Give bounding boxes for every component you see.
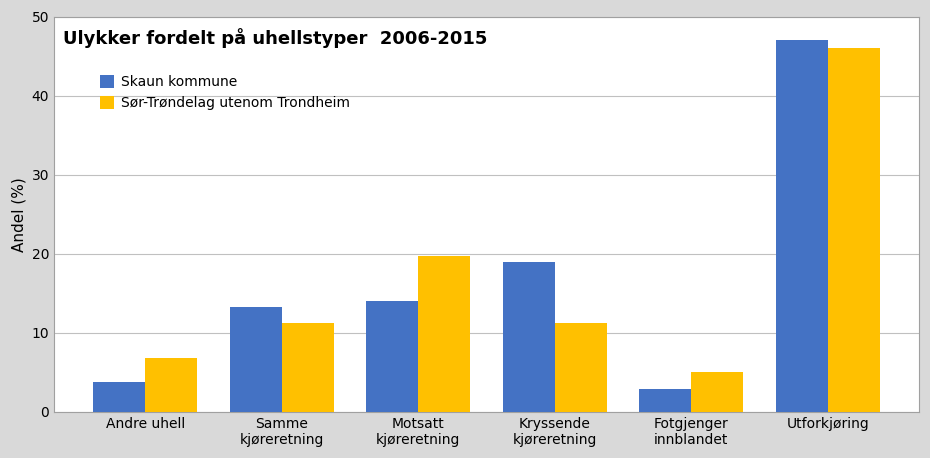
Bar (282, 323, 334, 412)
Legend: Skaun kommune, Sør-Trøndelag utenom Trondheim: Skaun kommune, Sør-Trøndelag utenom Tron… (96, 71, 353, 114)
Y-axis label: Andel (%): Andel (%) (11, 177, 26, 251)
Bar (230, 307, 282, 412)
Bar (503, 262, 555, 412)
Bar (691, 372, 743, 412)
Bar (145, 358, 197, 412)
Bar (93, 382, 145, 412)
Bar (418, 256, 471, 412)
Bar (640, 389, 691, 412)
Bar (555, 323, 606, 412)
Bar (776, 40, 828, 412)
Bar (828, 48, 880, 412)
Text: Ulykker fordelt på uhellstyper  2006-2015: Ulykker fordelt på uhellstyper 2006-2015 (63, 28, 487, 49)
Bar (366, 301, 418, 412)
